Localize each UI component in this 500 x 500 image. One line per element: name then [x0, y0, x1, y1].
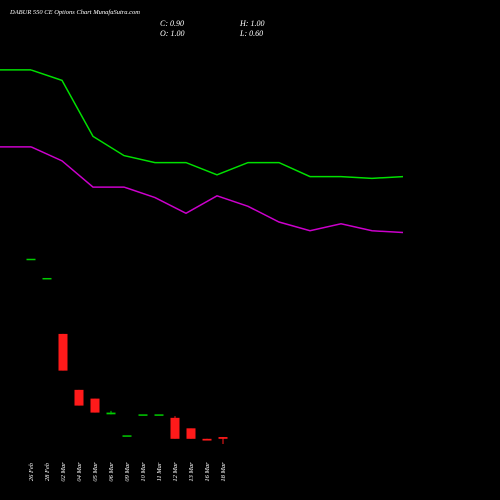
candle-body: [90, 398, 100, 413]
x-tick-label: 18 Mar: [220, 462, 227, 482]
x-tick-label: 26 Feb: [28, 462, 35, 481]
candle-body: [74, 389, 84, 406]
candle-body: [154, 414, 164, 416]
candle-body: [26, 258, 36, 261]
x-tick-label: 11 Mar: [156, 462, 163, 481]
candle-body: [138, 414, 148, 416]
x-tick-label: 02 Mar: [60, 462, 67, 482]
close-label: C: 0.90: [160, 19, 184, 28]
x-tick-label: 05 Mar: [92, 462, 99, 482]
candle-body: [58, 333, 68, 371]
high-label: H: 1.00: [239, 19, 264, 28]
x-tick-label: 16 Mar: [204, 462, 211, 482]
open-label: O: 1.00: [160, 29, 184, 38]
x-tick-label: 10 Mar: [140, 462, 147, 482]
candle-body: [170, 417, 180, 439]
x-tick-label: 04 Mar: [76, 462, 83, 482]
x-tick-label: 12 Mar: [172, 462, 179, 482]
x-tick-label: 09 Mar: [124, 462, 131, 482]
moving-average-line: [30, 146, 404, 234]
candle-body: [186, 428, 196, 439]
low-label: L: 0.60: [239, 29, 263, 38]
chart-title: DABUR 550 CE Options Chart MunafaSutra.c…: [9, 9, 140, 16]
x-tick-label: 13 Mar: [188, 462, 195, 482]
candle-body: [218, 437, 228, 439]
candle-body: [42, 277, 52, 280]
candle-body: [106, 412, 116, 415]
x-tick-label: 28 Feb: [44, 462, 51, 481]
candle-body: [122, 435, 132, 437]
x-tick-label: 06 Mar: [108, 462, 115, 482]
candle-body: [202, 438, 212, 441]
moving-average-line: [30, 69, 404, 180]
